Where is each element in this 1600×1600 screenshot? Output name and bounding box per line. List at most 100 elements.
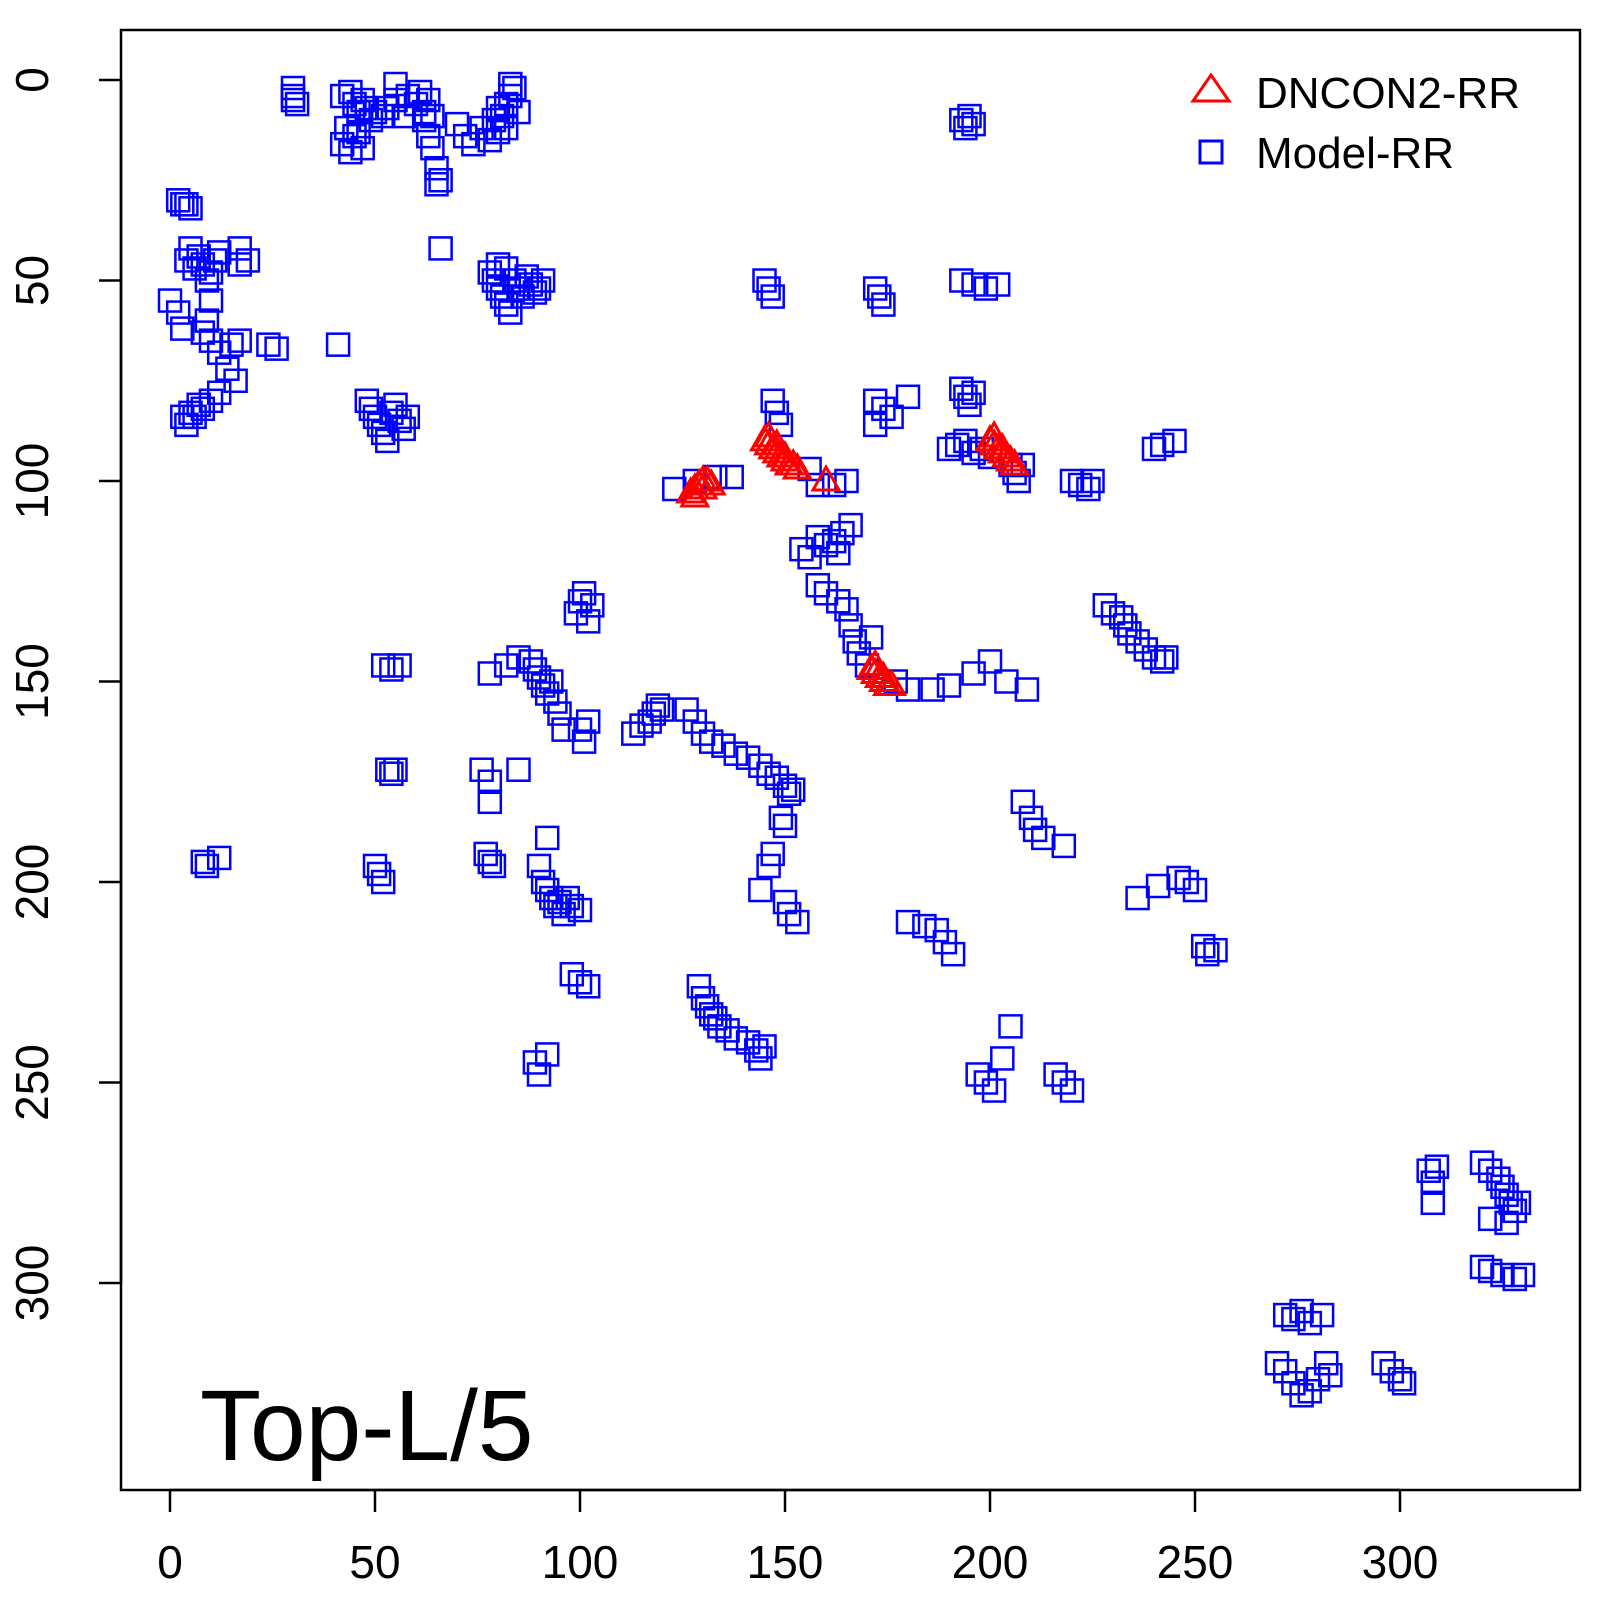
model-rr-point xyxy=(539,885,564,911)
model-rr-point xyxy=(346,119,371,145)
model-rr-point xyxy=(1113,613,1138,638)
model-rr-point xyxy=(190,396,216,422)
model-rr-point xyxy=(990,1046,1015,1071)
model-rr-point xyxy=(1162,428,1187,454)
model-rr-point xyxy=(354,388,380,414)
model-rr-point xyxy=(493,91,519,117)
model-rr-point xyxy=(551,901,576,927)
model-rr-point xyxy=(1174,869,1200,895)
model-rr-point xyxy=(1067,472,1093,498)
model-rr-point xyxy=(805,524,831,550)
model-rr-point xyxy=(1469,1254,1495,1280)
model-rr-point xyxy=(944,432,970,458)
dncon2-rr-point xyxy=(999,447,1031,476)
model-rr-point xyxy=(1477,1206,1503,1232)
dncon2-rr-point xyxy=(695,467,727,496)
model-rr-point xyxy=(178,196,203,221)
model-rr-point xyxy=(1494,1210,1519,1236)
dncon2-rr-point xyxy=(777,447,809,476)
model-rr-point xyxy=(178,236,203,261)
model-rr-point xyxy=(186,392,211,418)
legend-label-model-rr: Model-RR xyxy=(1256,129,1454,178)
dncon2-rr-point xyxy=(867,664,899,692)
model-rr-point xyxy=(395,83,421,109)
model-rr-point xyxy=(949,268,974,293)
model-rr-point xyxy=(1318,1362,1343,1388)
model-rr-point xyxy=(879,404,904,430)
model-rr-point xyxy=(325,332,351,357)
model-rr-point xyxy=(534,825,560,851)
model-rr-point xyxy=(170,316,195,341)
model-rr-point xyxy=(1297,1310,1323,1336)
model-rr-point xyxy=(526,1062,552,1087)
y-tick-label: 200 xyxy=(6,844,58,921)
model-rr-point xyxy=(526,665,552,690)
model-rr-point xyxy=(530,869,556,895)
model-rr-point xyxy=(530,268,556,293)
x-tick-label: 50 xyxy=(349,1536,400,1588)
model-rr-point xyxy=(1391,1371,1417,1396)
model-rr-point xyxy=(834,597,859,622)
model-rr-point xyxy=(1305,1366,1331,1392)
model-rr-point xyxy=(534,1042,560,1067)
model-rr-point xyxy=(575,709,601,734)
model-rr-point xyxy=(420,135,445,161)
model-rr-point xyxy=(1272,1302,1298,1328)
dncon2-rr-point xyxy=(769,443,801,472)
model-rr-point xyxy=(1051,1070,1077,1095)
dncon2-rr-point xyxy=(761,427,793,456)
model-rr-point xyxy=(977,649,1003,674)
model-rr-point xyxy=(518,272,544,297)
model-rr-point xyxy=(981,1078,1007,1103)
legend-label-dncon2-rr: DNCON2-RR xyxy=(1256,69,1520,118)
model-rr-point xyxy=(953,384,978,410)
model-rr-point xyxy=(1125,885,1150,911)
model-rr-point xyxy=(785,909,810,935)
legend-square-icon xyxy=(1198,139,1224,165)
plot-frame xyxy=(119,28,1582,1492)
model-rr-point xyxy=(461,131,486,157)
model-rr-point xyxy=(227,328,252,353)
model-rr-point xyxy=(1477,1258,1503,1284)
model-rr-point xyxy=(895,909,921,935)
dncon2-rr-point xyxy=(867,660,899,688)
model-rr-point xyxy=(370,103,396,129)
model-rr-point xyxy=(379,657,404,682)
model-rr-point xyxy=(387,653,412,678)
dncon2-rr-point xyxy=(986,431,1018,460)
model-rr-point xyxy=(776,781,802,807)
model-rr-point xyxy=(334,115,359,141)
model-rr-point xyxy=(202,248,228,273)
model-rr-point xyxy=(420,103,445,129)
model-rr-point xyxy=(895,384,921,410)
model-rr-point xyxy=(871,292,896,317)
model-rr-point xyxy=(961,272,986,297)
model-rr-point xyxy=(1076,476,1101,502)
model-rr-point xyxy=(280,87,306,113)
model-rr-point xyxy=(1490,1174,1515,1200)
model-rr-point xyxy=(219,332,244,357)
model-rr-point xyxy=(567,897,593,923)
model-rr-point xyxy=(395,404,421,430)
model-rr-point xyxy=(1424,1154,1450,1179)
y-tick-label: 50 xyxy=(6,255,58,306)
model-rr-point xyxy=(645,693,671,718)
legend: DNCON2-RR Model-RR xyxy=(1190,69,1520,178)
model-rr-point xyxy=(481,853,507,879)
model-rr-point xyxy=(973,276,999,301)
x-tick-label: 100 xyxy=(542,1536,619,1588)
model-rr-point xyxy=(1108,605,1134,630)
model-rr-point xyxy=(735,1030,761,1055)
model-rr-point xyxy=(949,376,974,402)
model-rr-point xyxy=(358,396,384,422)
model-rr-point xyxy=(502,75,527,101)
model-rr-point xyxy=(235,248,261,273)
model-rr-point xyxy=(227,252,252,277)
model-rr-point xyxy=(526,276,552,301)
model-rr-point xyxy=(498,71,523,97)
model-rr-point xyxy=(543,893,568,919)
model-rr-point xyxy=(862,388,888,414)
model-rr-point xyxy=(1059,1078,1085,1103)
model-rr-point xyxy=(912,913,937,939)
y-tick-label: 250 xyxy=(6,1044,58,1121)
